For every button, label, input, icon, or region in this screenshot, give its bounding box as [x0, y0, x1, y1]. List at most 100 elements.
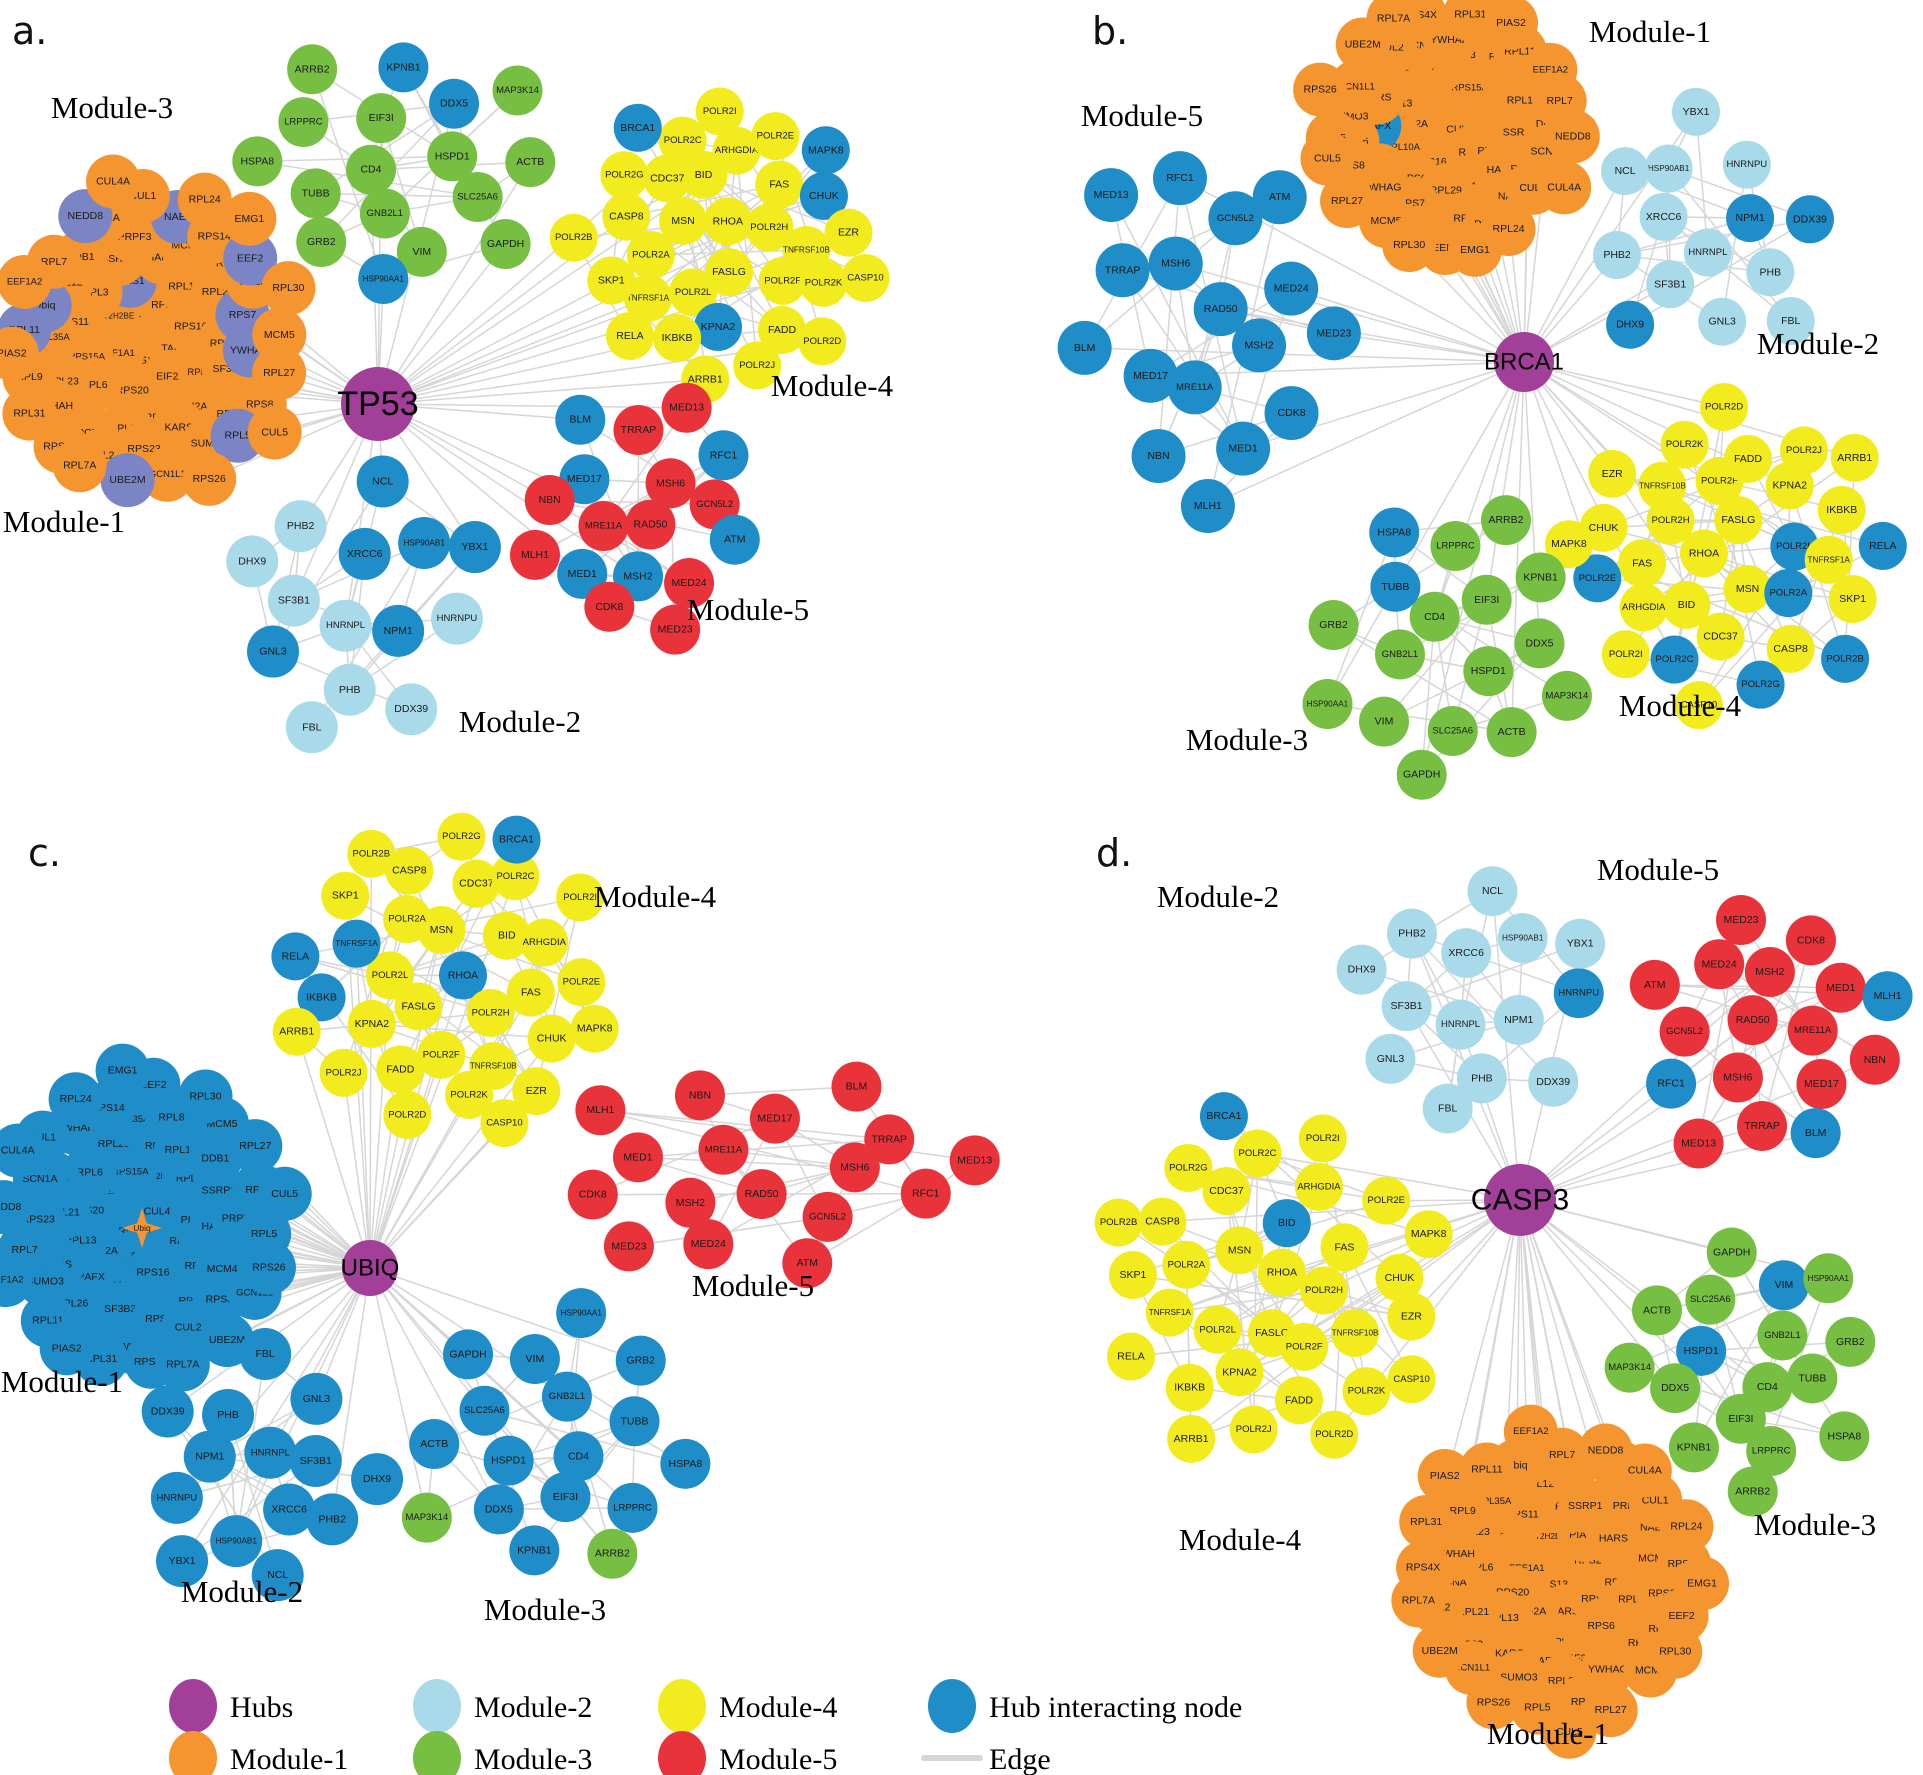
gene-node-POLR2C[interactable]	[658, 116, 707, 165]
gene-node-CHUK[interactable]	[527, 1014, 576, 1063]
gene-node-SLC25A6[interactable]	[452, 171, 503, 222]
gene-node-RAD50[interactable]	[736, 1169, 787, 1220]
gene-node-KPNB1[interactable]	[1515, 552, 1566, 603]
gene-node-MSH6[interactable]	[1148, 236, 1203, 291]
gene-node-MAPK8[interactable]	[1404, 1210, 1453, 1259]
gene-node-GNB2L1[interactable]	[541, 1371, 592, 1422]
gene-node-MAP3K14[interactable]	[1541, 670, 1592, 721]
gene-node-CASP8[interactable]	[385, 846, 434, 895]
gene-node-CUL5[interactable]	[257, 1166, 312, 1221]
gene-node-CD4[interactable]	[553, 1431, 604, 1482]
gene-node-POLR2D[interactable]	[1310, 1410, 1359, 1459]
gene-node-POLR2J[interactable]	[733, 341, 782, 390]
gene-node-RPL24[interactable]	[48, 1072, 103, 1127]
gene-node-GNL3[interactable]	[247, 625, 300, 678]
gene-node-BID[interactable]	[482, 911, 531, 960]
gene-node-TNFRSF1A[interactable]	[332, 919, 381, 968]
gene-node-VIM[interactable]	[1358, 696, 1409, 747]
gene-node-POLR2L[interactable]	[366, 951, 415, 1000]
gene-node-PIAS2[interactable]	[0, 326, 39, 381]
gene-node-RPL30[interactable]	[1382, 218, 1437, 273]
gene-node-TRRAP[interactable]	[613, 405, 664, 456]
gene-node-CDK8[interactable]	[1785, 915, 1836, 966]
gene-node-MED24[interactable]	[1694, 939, 1745, 990]
gene-node-POLR2J[interactable]	[1229, 1405, 1278, 1454]
gene-node-GAPDH[interactable]	[1706, 1227, 1757, 1278]
gene-node-HSPA8[interactable]	[660, 1438, 711, 1489]
gene-node-CD4[interactable]	[1409, 591, 1460, 642]
gene-node-FAS[interactable]	[506, 968, 555, 1017]
gene-node-HSP90AB1[interactable]	[210, 1515, 263, 1568]
gene-node-MSH2[interactable]	[1744, 947, 1795, 998]
gene-node-MRE11A[interactable]	[1787, 1005, 1838, 1056]
gene-node-KPNB1[interactable]	[509, 1525, 560, 1576]
gene-node-TUBB[interactable]	[290, 168, 341, 219]
gene-node-MSH2[interactable]	[665, 1177, 716, 1228]
gene-node-SLC25A6[interactable]	[1427, 705, 1478, 756]
gene-node-POLR2L[interactable]	[1193, 1305, 1242, 1354]
gene-node-POLR2A[interactable]	[383, 895, 432, 944]
gene-node-POLR2B[interactable]	[549, 213, 598, 262]
gene-node-MED24[interactable]	[664, 558, 715, 609]
gene-node-EMG1[interactable]	[1447, 222, 1502, 277]
gene-node-HNRNPL[interactable]	[244, 1426, 297, 1479]
gene-node-HSPA8[interactable]	[1819, 1411, 1870, 1462]
gene-node-YBX1[interactable]	[448, 521, 501, 574]
gene-node-FADD[interactable]	[376, 1045, 425, 1094]
gene-node-GRB2[interactable]	[1308, 600, 1359, 651]
gene-node-SLC25A6[interactable]	[459, 1385, 510, 1436]
gene-node-GNL3[interactable]	[1698, 297, 1747, 346]
gene-node-VIM[interactable]	[1758, 1260, 1809, 1311]
gene-node-MED23[interactable]	[1306, 306, 1361, 361]
gene-node-PHB[interactable]	[202, 1388, 255, 1441]
gene-node-GNB2L1[interactable]	[1374, 629, 1425, 680]
gene-node-MRE11A[interactable]	[1167, 360, 1222, 415]
gene-node-SF3B1[interactable]	[1646, 260, 1695, 309]
gene-node-SKP1[interactable]	[587, 256, 636, 305]
gene-node-PHB[interactable]	[1746, 248, 1795, 297]
gene-node-FADD[interactable]	[1723, 434, 1772, 483]
gene-node-CHUK[interactable]	[1375, 1253, 1424, 1302]
gene-node-LRPPRC[interactable]	[1430, 521, 1481, 572]
gene-node-HNRNPU[interactable]	[430, 592, 483, 645]
gene-node-POLR2H[interactable]	[745, 203, 794, 252]
gene-node-GNL3[interactable]	[1365, 1033, 1416, 1084]
gene-node-SF3B1[interactable]	[289, 1434, 342, 1487]
gene-node-POLR2G[interactable]	[437, 812, 486, 861]
gene-node-IKBKB[interactable]	[297, 973, 346, 1022]
gene-node-ARRB1[interactable]	[1830, 433, 1879, 482]
gene-node-MED24[interactable]	[683, 1219, 734, 1270]
gene-node-TNFRSF1A[interactable]	[1145, 1288, 1194, 1337]
gene-node-BID[interactable]	[1662, 580, 1711, 629]
gene-node-YBX1[interactable]	[1555, 918, 1606, 969]
gene-node-ARRB2[interactable]	[587, 1528, 638, 1579]
gene-node-MED24[interactable]	[1264, 261, 1319, 316]
hub-node-UBIQ[interactable]	[342, 1240, 398, 1296]
gene-node-POLR2D[interactable]	[1700, 383, 1749, 432]
gene-node-RPL31[interactable]	[1399, 1495, 1454, 1550]
gene-node-MSH2[interactable]	[1232, 318, 1287, 373]
gene-node-RPL31[interactable]	[2, 386, 57, 441]
gene-node-EZR[interactable]	[824, 208, 873, 257]
gene-node-BLM[interactable]	[555, 394, 606, 445]
gene-node-GCN5L2[interactable]	[1208, 191, 1263, 246]
gene-node-RAD50[interactable]	[1727, 995, 1778, 1046]
gene-node-FBL[interactable]	[1766, 296, 1815, 345]
gene-node-NPM1[interactable]	[372, 604, 425, 657]
gene-node-CUL4A[interactable]	[86, 154, 141, 209]
gene-node-POLR2K[interactable]	[799, 258, 848, 307]
gene-node-KPNA2[interactable]	[1215, 1348, 1264, 1397]
gene-node-DHX9[interactable]	[351, 1453, 404, 1506]
gene-node-RPL27[interactable]	[1320, 174, 1375, 229]
gene-node-MAPK8[interactable]	[1544, 520, 1593, 569]
gene-node-EIF3I[interactable]	[1715, 1393, 1766, 1444]
gene-node-POLR2B[interactable]	[1821, 634, 1870, 683]
gene-node-HNRNPL[interactable]	[1435, 999, 1486, 1050]
gene-node-NCL[interactable]	[356, 455, 409, 508]
gene-node-FAS[interactable]	[1320, 1223, 1369, 1272]
gene-node-DDX39[interactable]	[1785, 195, 1834, 244]
gene-node-POLR2I[interactable]	[1298, 1114, 1347, 1163]
gene-node-MLH1[interactable]	[575, 1085, 626, 1136]
gene-node-SLC25A6[interactable]	[1685, 1274, 1736, 1325]
gene-node-IKBKB[interactable]	[653, 314, 702, 363]
